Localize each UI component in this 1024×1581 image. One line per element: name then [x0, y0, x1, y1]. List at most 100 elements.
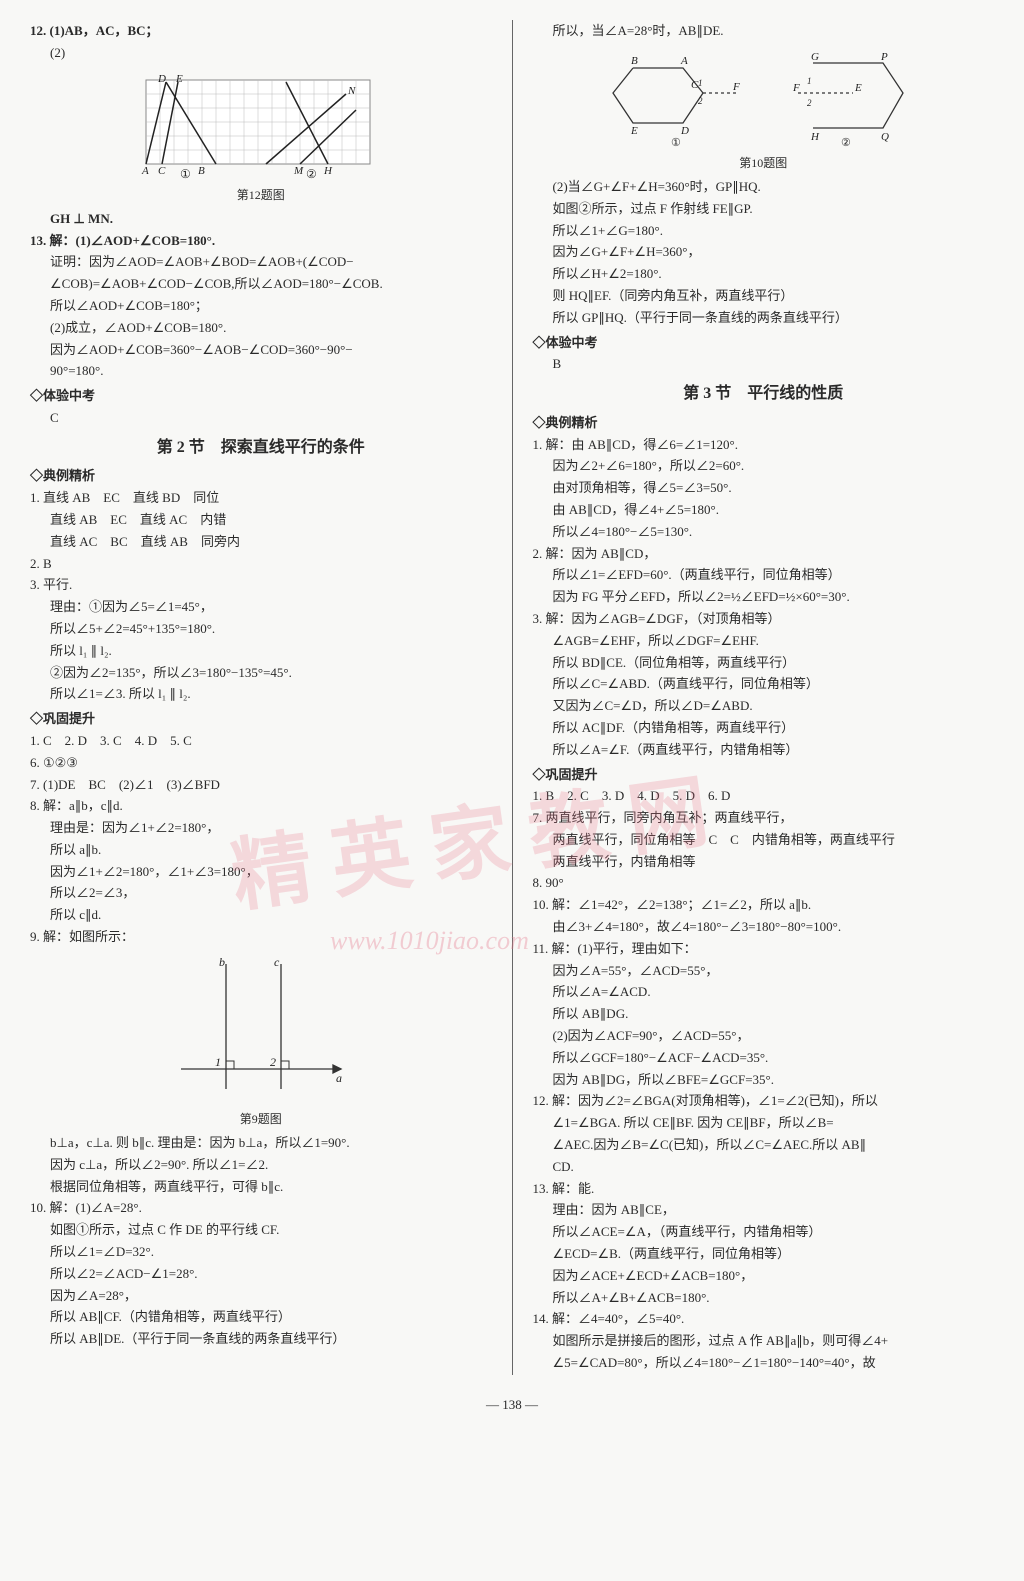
q12-head: 12. (1)AB，AC，BC；	[30, 21, 492, 42]
p1-a: 1. 直线 AB EC 直线 BD 同位	[30, 488, 492, 509]
d1-4: 所以∠4=180°−∠5=130°.	[533, 522, 995, 543]
rg13-3: ∠ECD=∠B.（两直线平行，同位角相等）	[533, 1244, 995, 1265]
r5: 所以∠H+∠2=180°.	[533, 264, 995, 285]
rg11-3: 所以 AB∥DG.	[533, 1004, 995, 1025]
fig10-svg: BA CF DE 12 ① GP FE HQ 12 ②	[603, 48, 923, 148]
svg-text:A: A	[141, 165, 149, 177]
svg-text:M: M	[293, 165, 304, 177]
d3-4: 又因为∠C=∠D，所以∠D=∠ABD.	[533, 696, 995, 717]
svg-text:C: C	[158, 165, 166, 177]
d3-1: ∠AGB=∠EHF，所以∠DGF=∠EHF.	[533, 631, 995, 652]
svg-text:A: A	[680, 55, 688, 67]
fig9-svg: a b c 1 2	[171, 954, 351, 1104]
gh-mn: GH ⊥ MN.	[30, 209, 492, 230]
q13-1: 证明：因为∠AOD=∠AOB+∠BOD=∠AOB+(∠COD−	[30, 252, 492, 273]
g9-head: 9. 解：如图所示：	[30, 927, 492, 948]
q12-sub2: (2)	[30, 43, 492, 64]
rg13-4: 因为∠ACE+∠ECD+∠ACB=180°，	[533, 1266, 995, 1287]
rg11-4: (2)因为∠ACF=90°，∠ACD=55°，	[533, 1026, 995, 1047]
svg-text:E: E	[175, 73, 183, 85]
g10-4: 因为∠A=28°，	[30, 1286, 492, 1307]
rg14-0: 14. 解：∠4=40°，∠5=40°.	[533, 1309, 995, 1330]
left-dljx: ◇典例精析	[30, 466, 492, 487]
rg12-3: CD.	[533, 1157, 995, 1178]
q13-6: 90°=180°.	[30, 361, 492, 382]
g10-head: 10. 解：(1)∠A=28°.	[30, 1198, 492, 1219]
svg-text:P: P	[880, 51, 888, 63]
fig10-caption: 第10题图	[533, 154, 995, 173]
rg12-2: ∠AEC.因为∠B=∠C(已知)，所以∠C=∠AEC.所以 AB∥	[533, 1135, 995, 1156]
q13-4: (2)成立，∠AOD+∠COB=180°.	[30, 318, 492, 339]
d3-0: 3. 解：因为∠AGB=∠DGF，（对顶角相等）	[533, 609, 995, 630]
svg-text:G: G	[811, 51, 819, 63]
svg-text:H: H	[323, 165, 333, 177]
svg-text:D: D	[157, 73, 166, 85]
rg13-2: 所以∠ACE=∠A，（两直线平行，内错角相等）	[533, 1222, 995, 1243]
d2-2: 因为 FG 平分∠EFD，所以∠2=½∠EFD=½×60°=30°.	[533, 587, 995, 608]
right-tyzk-ans: B	[533, 354, 995, 375]
q13-3: 所以∠AOD+∠COB=180°；	[30, 296, 492, 317]
g10-3: 所以∠2=∠ACD−∠1=28°.	[30, 1264, 492, 1285]
svg-text:2: 2	[270, 1055, 276, 1069]
left-tyzk-ans: C	[30, 408, 492, 429]
svg-text:c: c	[274, 955, 280, 969]
p3-1: 理由：①因为∠5=∠1=45°，	[30, 597, 492, 618]
r3: 所以∠1+∠G=180°.	[533, 221, 995, 242]
section-2-title: 第 2 节 探索直线平行的条件	[30, 435, 492, 461]
rg11-1: 因为∠A=55°，∠ACD=55°，	[533, 961, 995, 982]
p1-c: 直线 AC BC 直线 AB 同旁内	[30, 532, 492, 553]
svg-text:E: E	[854, 82, 862, 94]
g1: 1. C 2. D 3. C 4. D 5. C	[30, 731, 492, 752]
svg-text:F: F	[732, 81, 740, 93]
fig12-svg: ACB DE MHN ①②	[136, 70, 386, 180]
rg12-0: 12. 解：因为∠2=∠BGA(对顶角相等)，∠1=∠2(已知)，所以	[533, 1091, 995, 1112]
rg11-0: 11. 解：(1)平行，理由如下：	[533, 939, 995, 960]
p3-2: 所以∠5+∠2=45°+135°=180°.	[30, 619, 492, 640]
svg-text:F: F	[792, 82, 800, 94]
d2-1: 所以∠1=∠EFD=60°.（两直线平行，同位角相等）	[533, 565, 995, 586]
r6: 则 HQ∥EF.（同旁内角互补，两直线平行）	[533, 286, 995, 307]
rg1: 1. B 2. C 3. D 4. D 5. D 6. D	[533, 786, 995, 807]
q13-head: 13. 解：(1)∠AOD+∠COB=180°.	[30, 231, 492, 252]
rg7b: 两直线平行，同位角相等 C C 内错角相等，两直线平行	[533, 830, 995, 851]
svg-text:b: b	[219, 955, 225, 969]
svg-text:1: 1	[215, 1055, 221, 1069]
g8-1: 理由是：因为∠1+∠2=180°，	[30, 818, 492, 839]
right-tyzk: ◇体验中考	[533, 333, 995, 354]
g9-3: 根据同位角相等，两直线平行，可得 b∥c.	[30, 1177, 492, 1198]
svg-text:1: 1	[698, 78, 703, 88]
rg12-1: ∠1=∠BGA. 所以 CE∥BF. 因为 CE∥BF，所以∠B=	[533, 1113, 995, 1134]
g7: 7. (1)DE BC (2)∠1 (3)∠BFD	[30, 775, 492, 796]
rg13-1: 理由：因为 AB∥CE，	[533, 1200, 995, 1221]
g10-1: 如图①所示，过点 C 作 DE 的平行线 CF.	[30, 1220, 492, 1241]
d1-1: 因为∠2+∠6=180°，所以∠2=60°.	[533, 456, 995, 477]
d1-2: 由对顶角相等，得∠5=∠3=50°.	[533, 478, 995, 499]
q13-2: ∠COB)=∠AOB+∠COD−∠COB,所以∠AOD=180°−∠COB.	[30, 274, 492, 295]
g9-1: b⊥a，c⊥a. 则 b∥c. 理由是：因为 b⊥a，所以∠1=90°.	[30, 1133, 492, 1154]
rg10-1: 由∠3+∠4=180°，故∠4=180°−∠3=180°−80°=100°.	[533, 917, 995, 938]
g8-head: 8. 解：a∥b，c∥d.	[30, 796, 492, 817]
d1-0: 1. 解：由 AB∥CD，得∠6=∠1=120°.	[533, 435, 995, 456]
rg13-0: 13. 解：能.	[533, 1179, 995, 1200]
page-columns: 12. (1)AB，AC，BC； (2)	[30, 20, 994, 1375]
svg-text:②: ②	[841, 137, 851, 148]
d1-3: 由 AB∥CD，得∠4+∠5=180°.	[533, 500, 995, 521]
right-dljx: ◇典例精析	[533, 413, 995, 434]
rg11-5: 所以∠GCF=180°−∠ACF−∠ACD=35°.	[533, 1048, 995, 1069]
g8-2: 所以 a∥b.	[30, 840, 492, 861]
column-divider	[512, 20, 513, 1375]
p2: 2. B	[30, 554, 492, 575]
svg-text:H: H	[810, 131, 820, 143]
fig12-caption: 第12题图	[30, 186, 492, 205]
rg11-2: 所以∠A=∠ACD.	[533, 982, 995, 1003]
g10-5: 所以 AB∥CF.（内错角相等，两直线平行）	[30, 1307, 492, 1328]
g8-4: 所以∠2=∠3，	[30, 883, 492, 904]
rg7: 7. 两直线平行，同旁内角互补；两直线平行，	[533, 808, 995, 829]
r2: 如图②所示，过点 F 作射线 FE∥GP.	[533, 199, 995, 220]
g6: 6. ①②③	[30, 753, 492, 774]
svg-text:Q: Q	[881, 131, 889, 143]
d3-2: 所以 BD∥CE.（同位角相等，两直线平行）	[533, 653, 995, 674]
d3-5: 所以 AC∥DF.（内错角相等，两直线平行）	[533, 718, 995, 739]
r1: (2)当∠G+∠F+∠H=360°时，GP∥HQ.	[533, 177, 995, 198]
right-ggts: ◇巩固提升	[533, 765, 995, 786]
